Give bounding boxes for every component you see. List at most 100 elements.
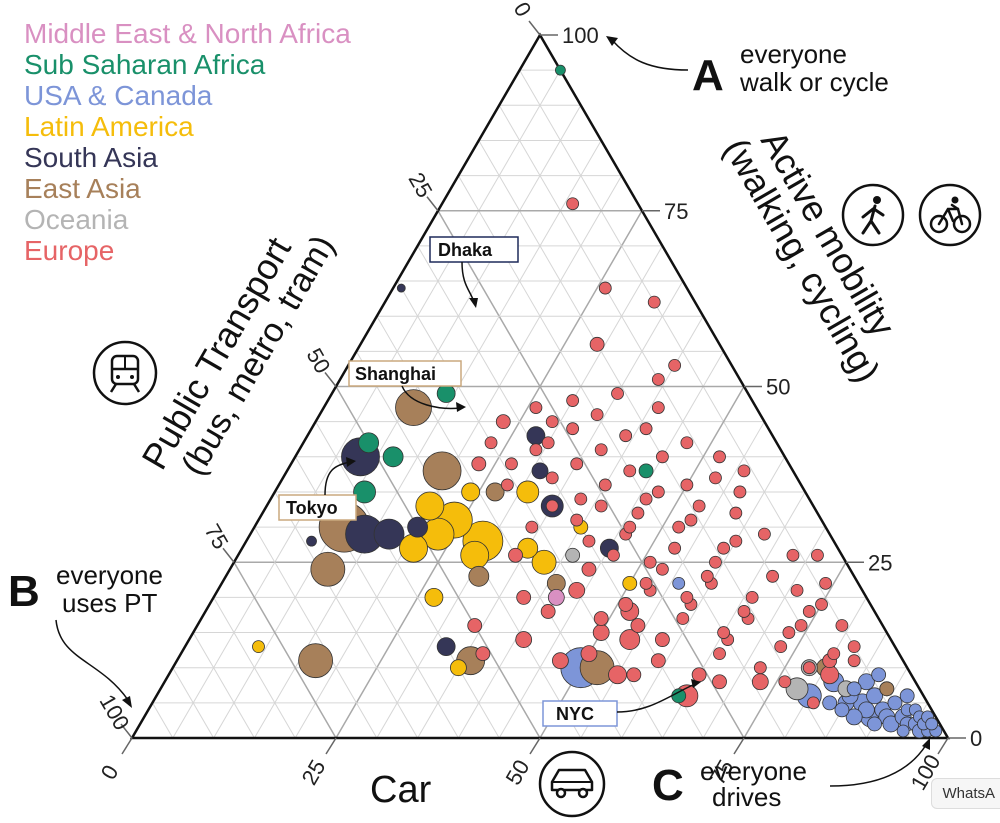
legend-item-europe: Europe	[24, 235, 115, 266]
callout-nyc-label: NYC	[556, 704, 594, 724]
point-sub-saharan-africa	[353, 480, 376, 504]
point-europe	[651, 373, 665, 386]
point-europe	[712, 674, 727, 690]
point-europe	[782, 626, 796, 639]
point-europe	[656, 450, 669, 464]
point-sub-saharan-africa	[671, 688, 687, 704]
point-europe	[582, 534, 596, 548]
callout-dhaka: Dhaka	[429, 236, 519, 308]
legend: Middle East & North Africa Sub Saharan A…	[24, 18, 351, 266]
walking-person-icon	[841, 183, 905, 247]
active-tick-label: 75	[664, 199, 688, 224]
corner-b-line1: everyone	[56, 560, 163, 590]
point-east-asia	[395, 389, 432, 426]
point-usa-canada	[858, 673, 875, 691]
corner-b-line2: uses PT	[62, 588, 157, 618]
point-europe	[471, 456, 487, 472]
point-europe	[691, 667, 707, 683]
train-icon	[92, 340, 158, 406]
data-points	[252, 64, 943, 739]
point-europe	[643, 555, 657, 569]
point-europe	[574, 492, 588, 506]
grid-line	[172, 69, 561, 739]
point-europe	[608, 665, 627, 685]
legend-item-latin-america: Latin America	[24, 111, 194, 142]
tick-mark	[529, 737, 541, 755]
point-europe	[568, 581, 586, 599]
tick-mark	[937, 737, 949, 755]
point-east-asia	[879, 681, 895, 697]
pt-tick-label: 100	[94, 690, 134, 734]
point-europe	[623, 464, 637, 478]
point-europe	[766, 569, 779, 583]
corner-c: C everyone drives	[652, 738, 930, 812]
tick-marks	[120, 20, 966, 755]
point-europe	[541, 436, 555, 450]
point-europe	[819, 576, 832, 590]
point-europe	[552, 652, 569, 670]
point-europe	[717, 626, 730, 639]
point-usa-canada	[925, 717, 939, 731]
point-europe	[820, 665, 840, 685]
point-europe	[650, 653, 666, 669]
point-europe	[680, 436, 694, 450]
point-europe	[847, 654, 861, 668]
point-europe	[639, 422, 653, 436]
point-europe	[639, 576, 653, 590]
point-latin-america	[531, 549, 557, 575]
point-europe	[672, 520, 686, 534]
car-icon	[538, 750, 606, 818]
point-europe	[639, 492, 653, 506]
legend-item-sub-saharan-africa: Sub Saharan Africa	[24, 49, 266, 80]
tick-mark	[222, 547, 235, 563]
point-europe	[656, 562, 669, 576]
cyclist-icon	[918, 183, 982, 247]
car-tick-label: 25	[297, 755, 331, 789]
grid-line	[315, 421, 500, 739]
point-europe	[619, 429, 633, 443]
point-europe	[815, 598, 828, 611]
grid-line	[580, 421, 765, 739]
point-europe	[729, 534, 743, 548]
active-tick-label: 50	[766, 375, 790, 400]
legend-item-east-asia: East Asia	[24, 173, 141, 204]
point-europe	[545, 499, 559, 513]
point-usa-canada	[871, 667, 887, 683]
grid-line	[743, 561, 847, 739]
point-latin-america	[460, 540, 490, 570]
callout-nyc: NYC	[542, 679, 701, 727]
point-europe	[594, 499, 608, 513]
point-europe	[570, 457, 584, 471]
grid-line	[437, 210, 745, 739]
grid-line	[253, 526, 378, 739]
legend-item-oceania: Oceania	[24, 204, 129, 235]
point-europe	[709, 555, 722, 569]
pt-tick-label: 75	[200, 520, 234, 554]
point-europe	[540, 604, 556, 619]
point-south-asia	[531, 462, 549, 480]
point-europe	[626, 667, 642, 683]
point-europe	[717, 541, 730, 555]
grid-line	[621, 456, 786, 739]
tick-mark	[324, 372, 337, 387]
corner-c-line2: drives	[712, 782, 781, 812]
point-europe	[802, 661, 816, 675]
point-usa-canada	[846, 681, 862, 697]
point-europe	[529, 443, 543, 457]
point-europe	[484, 436, 498, 450]
point-europe	[505, 457, 518, 471]
point-latin-america	[449, 659, 467, 677]
point-east-asia	[468, 565, 490, 587]
point-europe	[618, 597, 634, 612]
point-middle-east-north-africa	[547, 589, 565, 606]
corner-a-line1: everyone	[740, 39, 847, 69]
point-oceania	[565, 547, 581, 563]
car-tick-label: 0	[96, 761, 124, 784]
point-latin-america	[252, 640, 265, 654]
point-europe	[631, 506, 645, 520]
grid-line	[172, 667, 215, 739]
point-europe	[668, 541, 682, 555]
point-europe	[835, 619, 849, 632]
callout-dhaka-label: Dhaka	[438, 240, 493, 260]
point-europe	[525, 520, 539, 534]
